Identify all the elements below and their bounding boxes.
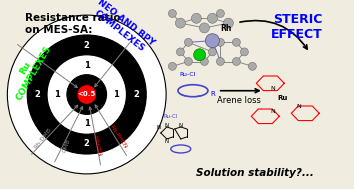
- Circle shape: [67, 75, 107, 114]
- Text: Rh-DMB: Rh-DMB: [33, 127, 53, 149]
- Text: Arene loss: Arene loss: [217, 96, 261, 105]
- Circle shape: [216, 57, 224, 66]
- Circle shape: [27, 35, 146, 154]
- Circle shape: [192, 13, 201, 23]
- Circle shape: [205, 34, 219, 48]
- Text: N: N: [270, 109, 275, 114]
- Text: N: N: [165, 123, 169, 128]
- Text: 2: 2: [35, 90, 40, 99]
- Circle shape: [175, 18, 185, 28]
- Circle shape: [184, 38, 193, 46]
- Text: R: R: [210, 91, 215, 97]
- Text: 1: 1: [84, 61, 90, 70]
- Circle shape: [200, 57, 209, 66]
- Text: STERIC
EFFECT: STERIC EFFECT: [270, 13, 322, 41]
- Circle shape: [249, 62, 256, 70]
- Circle shape: [216, 38, 224, 46]
- Text: N: N: [179, 123, 183, 128]
- Text: DMB: DMB: [62, 138, 72, 154]
- Text: Resistance ratio
on MES-SA:: Resistance ratio on MES-SA:: [25, 13, 120, 35]
- Text: N: N: [165, 139, 169, 144]
- Text: N: N: [157, 125, 161, 130]
- Circle shape: [47, 55, 126, 134]
- Text: P.PHEN: P.PHEN: [92, 135, 102, 157]
- Text: Ru
COMPLEXES: Ru COMPLEXES: [6, 39, 53, 102]
- Text: Rh: Rh: [221, 24, 232, 33]
- Text: N: N: [296, 104, 301, 109]
- Circle shape: [209, 48, 216, 56]
- Text: Solution stability?...: Solution stability?...: [196, 168, 314, 178]
- Circle shape: [169, 62, 176, 70]
- Circle shape: [77, 85, 97, 104]
- Circle shape: [7, 15, 166, 174]
- Circle shape: [232, 57, 240, 66]
- Circle shape: [176, 48, 184, 56]
- Circle shape: [223, 18, 233, 28]
- Circle shape: [240, 48, 249, 56]
- Circle shape: [216, 9, 224, 18]
- Circle shape: [194, 49, 206, 61]
- Circle shape: [184, 57, 193, 66]
- Text: 2: 2: [133, 90, 139, 99]
- Text: N: N: [270, 86, 275, 91]
- Text: Ru-Cl: Ru-Cl: [164, 114, 178, 119]
- Circle shape: [199, 23, 210, 33]
- Text: Rh-PHEN: Rh-PHEN: [109, 124, 128, 149]
- Text: 1: 1: [113, 90, 119, 99]
- Text: NEO AND BPY
COMPLEXES: NEO AND BPY COMPLEXES: [89, 0, 156, 56]
- Circle shape: [207, 13, 217, 23]
- Text: Ru: Ru: [277, 95, 287, 101]
- Text: 1: 1: [55, 90, 60, 99]
- Text: <0.5: <0.5: [78, 91, 96, 98]
- Text: 2: 2: [84, 139, 90, 148]
- Text: Ru-Cl: Ru-Cl: [180, 72, 196, 77]
- Text: 1: 1: [84, 119, 90, 128]
- Circle shape: [232, 38, 240, 46]
- Circle shape: [169, 9, 176, 18]
- Text: 2: 2: [84, 41, 90, 50]
